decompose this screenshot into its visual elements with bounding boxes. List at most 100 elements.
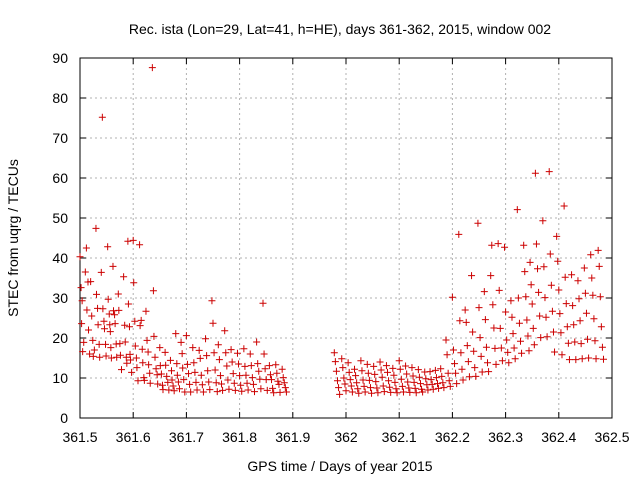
data-point xyxy=(495,286,503,294)
data-point xyxy=(192,378,200,386)
data-point xyxy=(136,322,144,330)
grid-lines xyxy=(80,58,612,418)
data-point xyxy=(455,230,463,238)
data-point xyxy=(453,380,461,388)
data-point xyxy=(390,371,398,379)
data-point xyxy=(574,277,582,285)
data-point xyxy=(431,366,439,374)
y-tick-label: 40 xyxy=(52,250,68,266)
data-point xyxy=(131,317,139,325)
data-point xyxy=(507,297,515,305)
y-tick-label: 60 xyxy=(52,170,68,186)
data-point xyxy=(82,244,90,252)
data-point xyxy=(197,371,205,379)
data-point xyxy=(524,332,532,340)
data-point xyxy=(549,328,557,336)
data-point xyxy=(444,369,452,377)
data-point xyxy=(333,377,341,385)
data-point xyxy=(98,113,106,121)
data-point xyxy=(374,389,382,397)
data-point xyxy=(139,359,147,367)
data-point xyxy=(106,328,114,336)
data-point xyxy=(461,306,469,314)
data-point xyxy=(523,316,531,324)
data-point xyxy=(452,369,460,377)
data-point xyxy=(503,336,511,344)
data-point xyxy=(529,324,537,332)
data-point xyxy=(270,389,278,397)
data-point xyxy=(496,324,504,332)
data-point xyxy=(551,348,559,356)
data-point xyxy=(133,364,141,372)
data-point xyxy=(114,290,122,298)
data-point xyxy=(475,304,483,312)
data-point xyxy=(364,369,372,377)
data-point xyxy=(151,353,159,361)
data-points xyxy=(76,64,607,398)
data-point xyxy=(265,362,273,370)
data-point xyxy=(170,387,178,395)
data-point xyxy=(415,373,423,381)
data-point xyxy=(140,376,148,384)
y-tick-label: 0 xyxy=(60,410,68,426)
data-point xyxy=(180,376,188,384)
data-point xyxy=(435,384,443,392)
data-point xyxy=(94,321,102,329)
data-point xyxy=(90,346,98,354)
data-point xyxy=(403,370,411,378)
data-point xyxy=(269,384,277,392)
data-point xyxy=(183,360,191,368)
data-point xyxy=(497,344,505,352)
data-point xyxy=(488,241,496,249)
data-point xyxy=(185,370,193,378)
data-point xyxy=(161,348,169,356)
data-point xyxy=(351,365,359,373)
data-point xyxy=(470,347,478,355)
x-tick-label: 361.5 xyxy=(62,429,97,445)
chart-title: Rec. ista (Lon=29, Lat=41, h=HE), days 3… xyxy=(129,21,551,37)
data-point xyxy=(434,380,442,388)
data-point xyxy=(142,307,150,315)
data-point xyxy=(346,376,354,384)
data-point xyxy=(576,317,584,325)
data-point xyxy=(196,354,204,362)
data-point xyxy=(404,378,412,386)
data-point xyxy=(202,335,210,343)
data-point xyxy=(571,338,579,346)
data-point xyxy=(121,321,129,329)
data-point xyxy=(531,169,539,177)
data-point xyxy=(169,382,177,390)
data-point xyxy=(115,306,123,314)
data-point xyxy=(562,300,570,308)
data-point xyxy=(117,366,125,374)
data-point xyxy=(280,379,288,387)
data-point xyxy=(361,388,369,396)
data-point xyxy=(182,332,190,340)
data-point xyxy=(219,386,227,394)
data-point xyxy=(563,323,571,331)
data-point xyxy=(378,373,386,381)
data-point xyxy=(272,361,280,369)
data-point xyxy=(95,340,103,348)
data-point xyxy=(557,329,565,337)
data-point xyxy=(137,316,145,324)
data-point xyxy=(154,380,162,388)
data-point xyxy=(553,232,561,240)
data-point xyxy=(204,367,212,375)
data-point xyxy=(476,334,484,342)
y-tick-label: 30 xyxy=(52,290,68,306)
data-point xyxy=(387,388,395,396)
data-point xyxy=(120,273,128,281)
data-point xyxy=(216,372,224,380)
data-point xyxy=(254,360,262,368)
data-point xyxy=(526,258,534,266)
data-point xyxy=(532,240,540,248)
data-point xyxy=(371,370,379,378)
data-point xyxy=(233,349,241,357)
data-point xyxy=(472,372,480,380)
data-point xyxy=(568,271,576,279)
data-point xyxy=(163,372,171,380)
data-point xyxy=(214,341,222,349)
data-point xyxy=(588,274,596,282)
